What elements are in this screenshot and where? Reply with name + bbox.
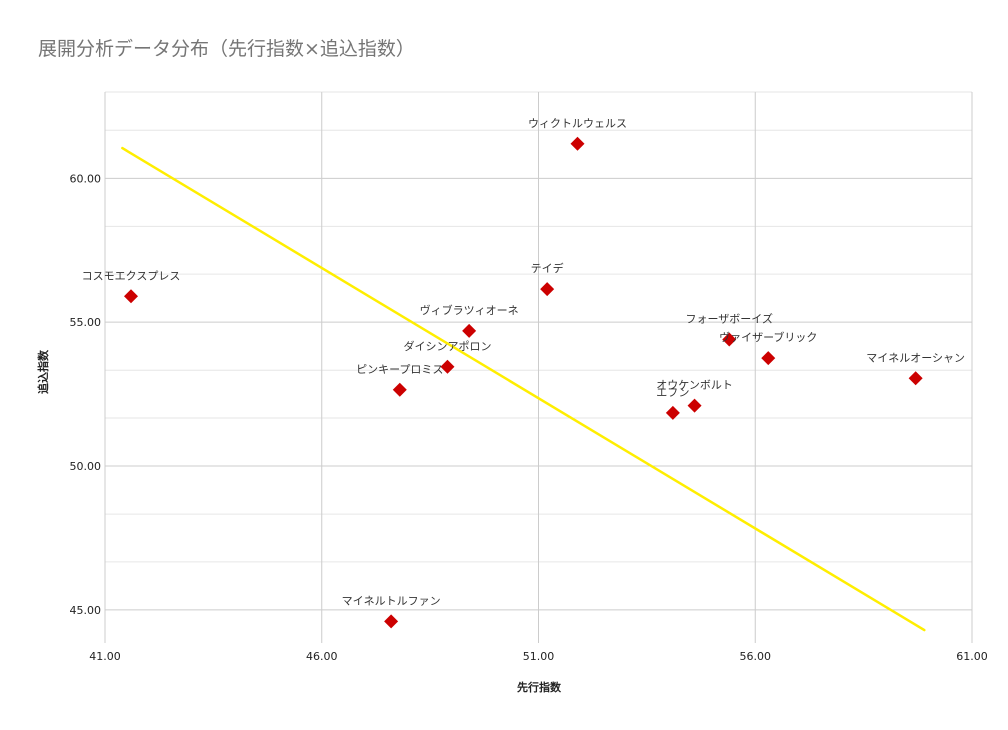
y-axis-ticks: 45.00 50.00 55.00 60.00 [70,172,102,617]
y-tick-label: 55.00 [70,316,102,329]
data-point-marker[interactable] [462,323,477,338]
data-point-label: ヴァイザーブリック [719,330,817,344]
x-tick-label: 51.00 [523,650,555,663]
data-point-label: マイネルオーシャン [866,351,965,364]
data-point-marker[interactable] [570,136,585,151]
data-point-marker[interactable] [722,332,737,347]
data-point-marker[interactable] [392,382,407,397]
data-point-label: ダイシンアポロン [403,339,491,353]
y-tick-label: 60.00 [70,172,102,185]
data-point-label: エフン [656,386,689,399]
data-point-label: テイデ [531,261,564,275]
trendline-group [121,146,926,632]
trendline [121,146,926,632]
x-tick-label: 56.00 [740,650,772,663]
data-point-marker[interactable] [761,351,776,366]
data-point-label: フォーザボーイズ [686,311,773,325]
chart-title: 展開分析データ分布（先行指数×追込指数） [38,38,415,60]
data-point-marker[interactable] [908,371,923,386]
data-point-label: コスモエクスプレス [82,269,181,282]
data-point-marker[interactable] [687,398,702,413]
x-tick-label: 61.00 [956,650,988,663]
data-point-label: ウィクトルウェルス [528,117,627,130]
data-point-marker[interactable] [665,405,680,420]
y-axis-label: 追込指数 [36,349,50,394]
x-axis-label: 先行指数 [517,680,562,694]
data-point-label: ピンキープロミス [356,363,443,376]
data-point-label: オウケンボルト [656,379,733,392]
data-point-label: マイネルトルファン [342,594,441,607]
x-tick-label: 41.00 [89,650,121,663]
data-point-marker[interactable] [440,359,455,374]
x-axis-ticks: 41.00 46.00 51.00 56.00 61.00 [89,650,988,663]
y-tick-label: 50.00 [70,460,102,473]
data-points [124,136,923,629]
data-point-marker[interactable] [384,614,399,629]
x-tick-label: 46.00 [306,650,338,663]
data-point-marker[interactable] [540,282,555,297]
data-point-marker[interactable] [124,289,139,304]
y-tick-label: 45.00 [70,604,102,617]
major-gridlines [104,92,973,643]
data-point-label: ヴィブラツィオーネ [420,303,519,317]
